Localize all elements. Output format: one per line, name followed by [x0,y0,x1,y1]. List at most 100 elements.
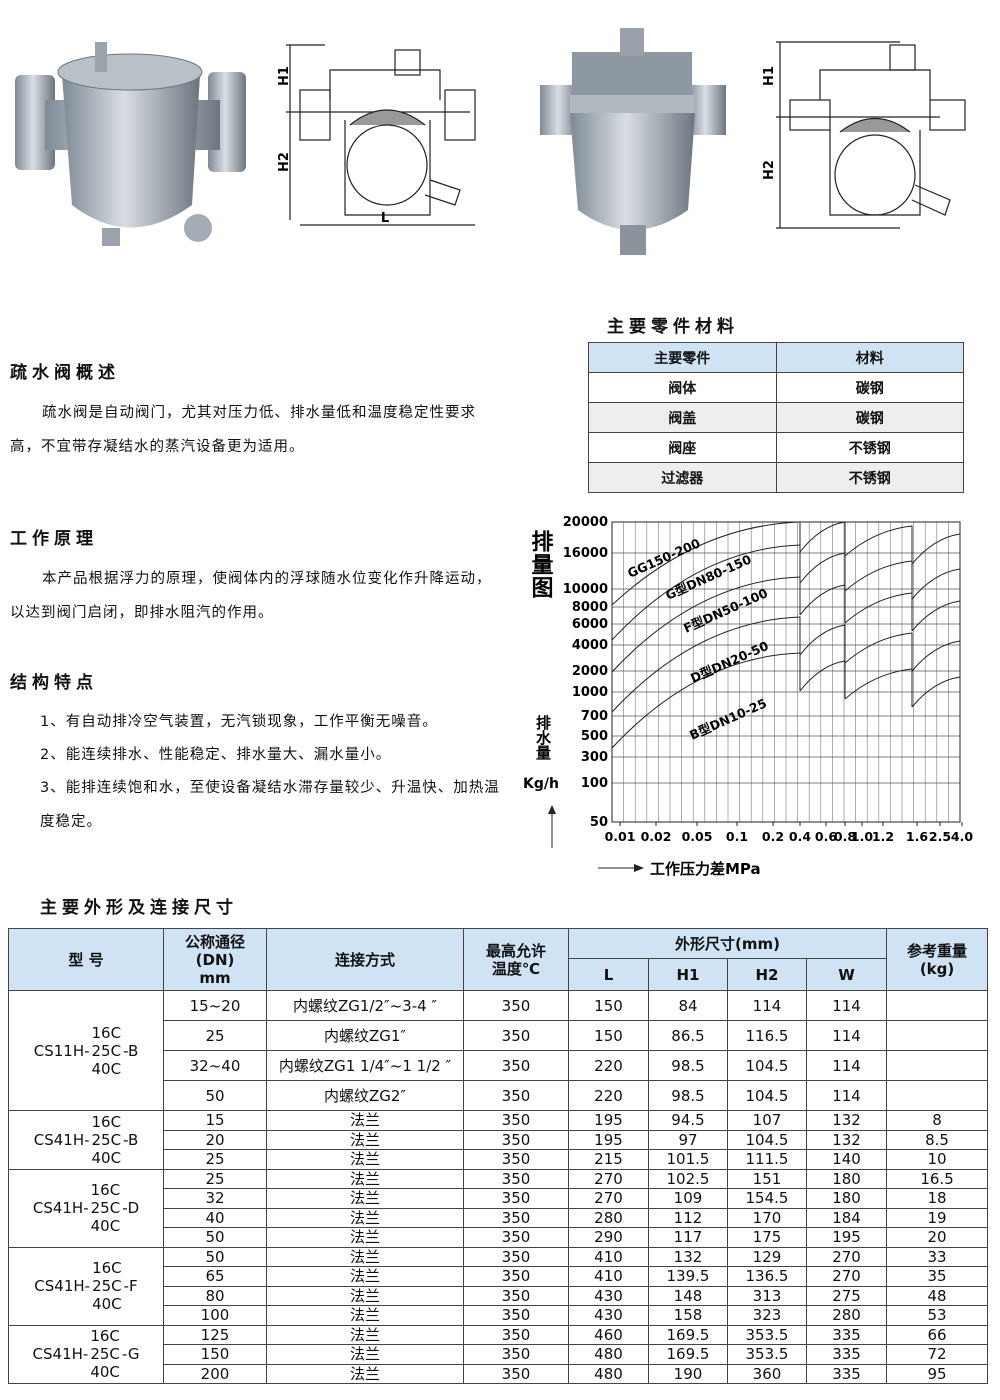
dimension-label: H2 [762,160,777,180]
row: CS41H- 16C 25C 40C -G 125 法兰 350 460 169.5 353.5 33… [8,1324,989,1384]
header-cell: 型 号 [8,928,164,991]
cell: 180 [805,1168,888,1189]
grade: 40C [90,1217,121,1235]
dimensions-table: 型 号 公称通径 (DN) mm 连接方式 最高允许 温度℃ 外形尺寸(mm) 参考重量 (kg)… [8,928,989,1384]
cell: 350 [463,1020,569,1051]
cell: 132 [805,1129,888,1150]
x-tick-label: 2.5 [929,829,951,844]
cell: 50 [163,1246,267,1267]
cell: 117 [648,1227,728,1248]
x-tick-label: 0.01 [605,829,636,844]
cell: 8.5 [886,1129,989,1150]
header-row: L H1 H2 W [9,958,988,991]
cell: 350 [463,1207,569,1228]
cell: 碳钢 [775,402,964,433]
cell: 48 [886,1285,989,1306]
cell: 53 [886,1305,989,1326]
cell: 350 [463,1246,569,1267]
section-title: 疏水阀概述 [10,363,120,383]
drawing-flanged [286,44,476,226]
cell: 195 [568,1129,649,1150]
cell: 25 [163,1020,267,1051]
cell: 80 [163,1285,267,1306]
cell: 不锈钢 [775,432,964,463]
cell: 169.5 [648,1344,728,1365]
cell: 136.5 [727,1266,807,1287]
grade-list: 16C 25C 40C [90,1327,120,1381]
cell: 350 [463,1266,569,1287]
empty-cell [886,1020,989,1051]
materials-title: 主要零件材料 [607,317,739,337]
model-cell: CS41H- 16C 25C 40C -D [8,1168,164,1248]
cell: 72 [886,1344,989,1365]
cell: 20 [886,1227,989,1248]
cell: 132 [805,1110,888,1131]
cell: 107 [727,1110,807,1131]
y-axis-label: 排水量 [534,714,552,760]
cell: 480 [568,1363,649,1384]
x-tick-label: 0.2 [762,829,784,844]
cell: 139.5 [648,1266,728,1287]
cell: 8 [886,1110,989,1131]
row: 25 法兰 350 215 101.5 111.5 140 10 [9,1149,989,1170]
capacity-curve [611,544,961,641]
model-cell: CS11H- 16C 25C 40C -B [8,990,164,1111]
cell: 140 [805,1149,888,1170]
header-cell: L [568,958,649,991]
drawing-threaded [776,41,966,229]
grade-list: 16C 25C 40C [92,1113,122,1167]
row: 50 法兰 350 290 117 175 195 20 [9,1227,989,1248]
list-item: 1、有自动排冷空气装置，无汽锁现象，工作平衡无噪音。 [40,714,438,730]
cell: 430 [568,1305,649,1326]
model-cell: CS41H- 16C 25C 40C -F [8,1246,164,1326]
cell: 阀盖 [588,402,777,433]
y-tick-label: 10000 [563,582,608,597]
dimensions-title: 主要外形及连接尺寸 [40,898,238,918]
cell: 350 [463,1188,569,1209]
cell: 132 [648,1246,728,1267]
cell: 104.5 [727,1129,807,1150]
cell: 法兰 [266,1207,464,1228]
cell: 109 [648,1188,728,1209]
model-suffix: -B [123,1041,139,1060]
row: 阀座 不锈钢 [588,432,964,463]
x-axis-label: 工作压力差MPa [650,860,761,878]
header-cell: 主要零件 [588,342,777,373]
row: CS41H- 16C 25C 40C -D 25 法兰 350 270 102.5 151 180 16… [8,1168,989,1248]
y-tick-label: 1000 [572,685,608,700]
cell: 法兰 [266,1227,464,1248]
row: 阀盖 碳钢 [588,402,964,433]
cell: 150 [163,1344,267,1365]
cell: 33 [886,1246,989,1267]
x-tick-label: 0.02 [641,829,672,844]
grade-list: 16C 25C 40C [92,1024,122,1078]
cell: 350 [463,1080,569,1111]
cell: 169.5 [648,1324,728,1345]
empty-cell [886,1080,989,1111]
model-block: CS41H- 16C 25C 40C -B [9,1113,163,1167]
cell: 151 [727,1168,807,1189]
cell: 32 [163,1188,267,1209]
y-tick-label: 300 [581,750,608,765]
cell: 法兰 [266,1344,464,1365]
cell: 350 [463,1344,569,1365]
y-tick-label: 6000 [572,617,608,632]
cell: 220 [568,1080,649,1111]
cell: 104.5 [727,1080,807,1111]
header-line: (DN) [195,950,235,969]
cell: 内螺纹ZG2″ [266,1080,464,1111]
grade: 25C [90,1345,120,1364]
row: 200 法兰 350 480 190 360 335 95 [9,1363,989,1384]
x-tick-label: 1.0 [851,829,873,844]
cell: 114 [805,1020,888,1051]
model-suffix: -D [122,1199,140,1217]
cell: 270 [568,1188,649,1209]
dimension-label: L [381,211,389,226]
cell: 410 [568,1246,649,1267]
grade: 16C [92,1259,122,1277]
header-cell: H2 [727,958,807,991]
cell: 102.5 [648,1168,728,1189]
header-line: 公称通径 [184,932,245,951]
cell: 法兰 [266,1149,464,1170]
